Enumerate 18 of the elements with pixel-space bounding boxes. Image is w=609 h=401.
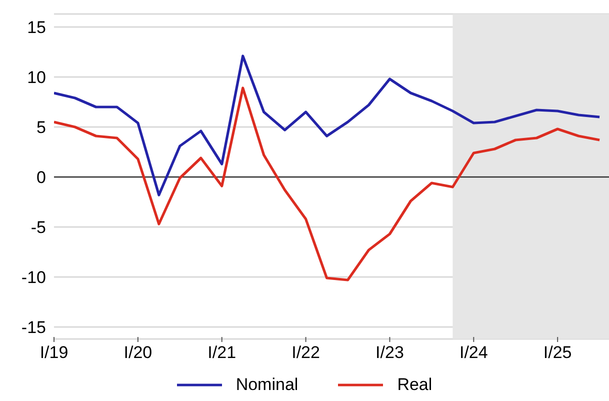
x-tick-label: I/21 [208,343,236,362]
y-tick-label: -5 [30,218,46,238]
legend-label: Nominal [236,375,298,395]
line-series [54,54,601,196]
y-tick-label: 0 [36,168,46,188]
x-tick-label: I/22 [292,343,320,362]
y-tick-label: -15 [21,318,46,338]
x-tick-label: I/24 [459,343,488,362]
line-series [54,86,601,282]
x-tick-label: I/25 [543,343,572,362]
y-tick-label: -10 [21,268,46,288]
y-tick-label: 15 [27,18,46,38]
y-tick-label: 10 [27,68,46,88]
y-tick-label: 5 [36,118,46,138]
legend-label: Real [397,375,432,395]
x-tick-label: I/20 [124,343,152,362]
x-tick-label: I/19 [40,343,68,362]
x-tick-label: I/23 [376,343,404,362]
